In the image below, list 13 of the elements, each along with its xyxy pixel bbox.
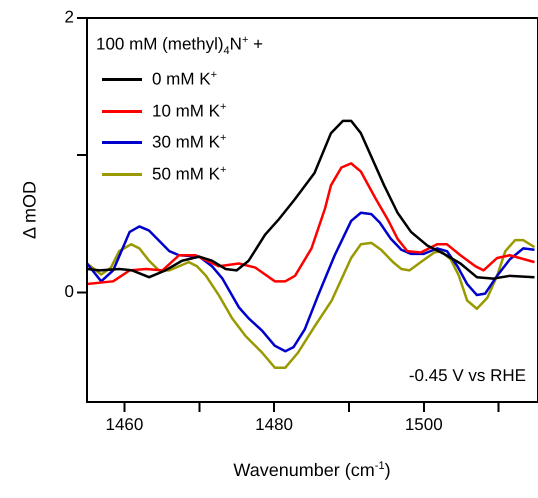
y-tick-label: 2 <box>64 8 74 27</box>
x-tick-label: 1460 <box>106 414 144 434</box>
annotation: -0.45 V vs RHE <box>408 366 526 386</box>
x-axis-title: Wavenumber (cm$^{-1}$) <box>233 460 391 481</box>
x-tick-label: 1480 <box>255 414 293 434</box>
legend-label: 30 mM K$^{+}$ <box>152 132 226 154</box>
legend-title: 100 mM (methyl)$_{4}$N$^{+}$ + <box>96 34 264 60</box>
legend-label: 10 mM K$^{+}$ <box>152 100 226 122</box>
y-tick-label: 0 <box>64 282 74 301</box>
x-tick-label: 1500 <box>404 414 443 434</box>
legend-label: 0 mM K$^{+}$ <box>152 69 217 90</box>
y-axis-title: Δ mOD <box>20 180 40 240</box>
legend-label: 50 mM K$^{+}$ <box>152 164 226 185</box>
